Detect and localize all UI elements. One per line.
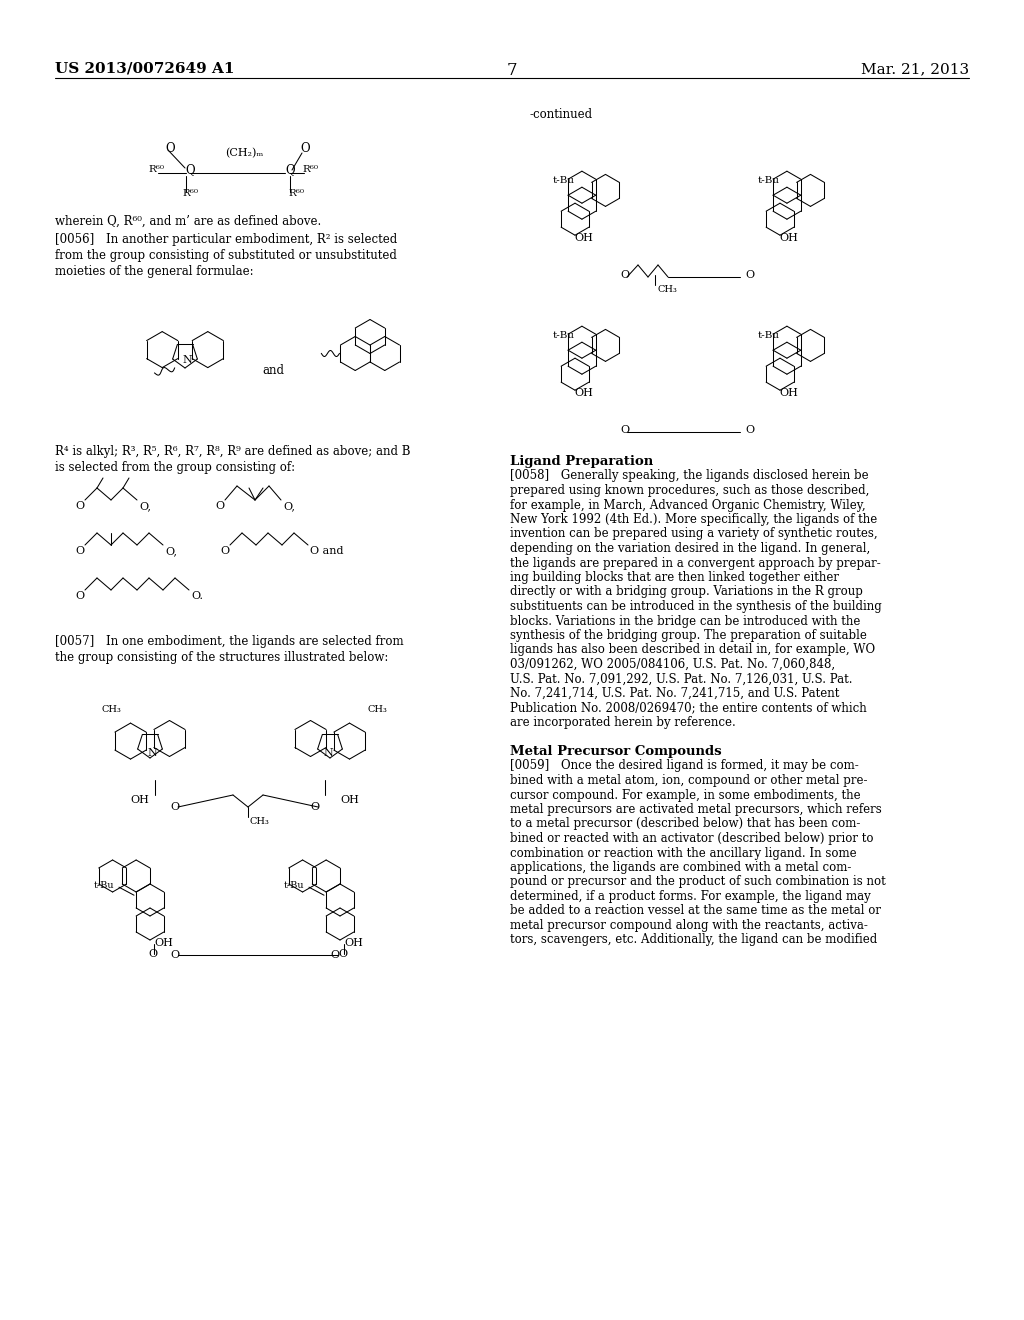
Text: N: N — [147, 748, 157, 758]
Text: Q: Q — [185, 164, 195, 177]
Text: cursor compound. For example, in some embodiments, the: cursor compound. For example, in some em… — [510, 788, 860, 801]
Text: blocks. Variations in the bridge can be introduced with the: blocks. Variations in the bridge can be … — [510, 615, 860, 627]
Text: N: N — [182, 355, 191, 366]
Text: Publication No. 2008/0269470; the entire contents of which: Publication No. 2008/0269470; the entire… — [510, 701, 866, 714]
Text: O,: O, — [165, 546, 177, 556]
Text: [0056] In another particular embodiment, R² is selected: [0056] In another particular embodiment,… — [55, 234, 397, 246]
Text: O: O — [338, 949, 347, 960]
Text: R⁶⁰: R⁶⁰ — [182, 190, 198, 198]
Text: O: O — [215, 502, 224, 511]
Text: U.S. Pat. No. 7,091,292, U.S. Pat. No. 7,126,031, U.S. Pat.: U.S. Pat. No. 7,091,292, U.S. Pat. No. 7… — [510, 672, 853, 685]
Text: O: O — [165, 141, 175, 154]
Text: [0059] Once the desired ligand is formed, it may be com-: [0059] Once the desired ligand is formed… — [510, 759, 859, 772]
Text: O,: O, — [283, 502, 295, 511]
Text: bined or reacted with an activator (described below) prior to: bined or reacted with an activator (desc… — [510, 832, 873, 845]
Text: wherein Q, R⁶⁰, and m’ are as defined above.: wherein Q, R⁶⁰, and m’ are as defined ab… — [55, 215, 322, 228]
Text: O: O — [745, 425, 754, 436]
Text: bined with a metal atom, ion, compound or other metal pre-: bined with a metal atom, ion, compound o… — [510, 774, 867, 787]
Text: O: O — [75, 502, 84, 511]
Text: O.: O. — [191, 591, 203, 601]
Text: is selected from the group consisting of:: is selected from the group consisting of… — [55, 461, 295, 474]
Text: CH₃: CH₃ — [102, 705, 122, 714]
Text: t-Bu: t-Bu — [553, 177, 574, 185]
Text: OH: OH — [779, 388, 798, 399]
Text: the group consisting of the structures illustrated below:: the group consisting of the structures i… — [55, 651, 388, 664]
Text: metal precursor compound along with the reactants, activa-: metal precursor compound along with the … — [510, 919, 868, 932]
Text: [0057] In one embodiment, the ligands are selected from: [0057] In one embodiment, the ligands ar… — [55, 635, 403, 648]
Text: New York 1992 (4th Ed.). More specifically, the ligands of the: New York 1992 (4th Ed.). More specifical… — [510, 513, 878, 525]
Text: O: O — [170, 803, 179, 812]
Text: OH: OH — [130, 795, 148, 805]
Text: are incorporated herein by reference.: are incorporated herein by reference. — [510, 715, 736, 729]
Text: O: O — [148, 949, 158, 960]
Text: t-Bu: t-Bu — [284, 880, 304, 890]
Text: directly or with a bridging group. Variations in the R group: directly or with a bridging group. Varia… — [510, 586, 863, 598]
Text: to a metal precursor (described below) that has been com-: to a metal precursor (described below) t… — [510, 817, 860, 830]
Text: prepared using known procedures, such as those described,: prepared using known procedures, such as… — [510, 484, 869, 498]
Text: tors, scavengers, etc. Additionally, the ligand can be modified: tors, scavengers, etc. Additionally, the… — [510, 933, 878, 946]
Text: and: and — [262, 363, 284, 376]
Text: Q: Q — [285, 164, 295, 177]
Text: synthesis of the bridging group. The preparation of suitable: synthesis of the bridging group. The pre… — [510, 630, 867, 642]
Text: R⁶⁰: R⁶⁰ — [288, 190, 304, 198]
Text: O,: O, — [139, 502, 151, 511]
Text: O: O — [620, 425, 629, 436]
Text: N: N — [324, 748, 333, 758]
Text: Ligand Preparation: Ligand Preparation — [510, 455, 653, 469]
Text: OH: OH — [340, 795, 358, 805]
Text: from the group consisting of substituted or unsubstituted: from the group consisting of substituted… — [55, 249, 397, 261]
Text: substituents can be introduced in the synthesis of the building: substituents can be introduced in the sy… — [510, 601, 882, 612]
Text: R⁶⁰: R⁶⁰ — [148, 165, 164, 174]
Text: t-Bu: t-Bu — [758, 177, 779, 185]
Text: OH: OH — [573, 234, 593, 243]
Text: Metal Precursor Compounds: Metal Precursor Compounds — [510, 744, 722, 758]
Text: the ligands are prepared in a convergent approach by prepar-: the ligands are prepared in a convergent… — [510, 557, 881, 569]
Text: combination or reaction with the ancillary ligand. In some: combination or reaction with the ancilla… — [510, 846, 857, 859]
Text: for example, in March, Advanced Organic Chemistry, Wiley,: for example, in March, Advanced Organic … — [510, 499, 865, 511]
Text: metal precursors are activated metal precursors, which refers: metal precursors are activated metal pre… — [510, 803, 882, 816]
Text: CH₃: CH₃ — [250, 817, 270, 826]
Text: ligands has also been described in detail in, for example, WO: ligands has also been described in detai… — [510, 644, 876, 656]
Text: O: O — [75, 591, 84, 601]
Text: applications, the ligands are combined with a metal com-: applications, the ligands are combined w… — [510, 861, 851, 874]
Text: No. 7,241,714, U.S. Pat. No. 7,241,715, and U.S. Patent: No. 7,241,714, U.S. Pat. No. 7,241,715, … — [510, 686, 840, 700]
Text: O: O — [745, 271, 754, 280]
Text: t-Bu: t-Bu — [553, 331, 574, 341]
Text: Mar. 21, 2013: Mar. 21, 2013 — [861, 62, 969, 77]
Text: t-Bu: t-Bu — [94, 880, 115, 890]
Text: O: O — [75, 546, 84, 556]
Text: O: O — [220, 546, 229, 556]
Text: [0058] Generally speaking, the ligands disclosed herein be: [0058] Generally speaking, the ligands d… — [510, 470, 868, 483]
Text: ing building blocks that are then linked together either: ing building blocks that are then linked… — [510, 572, 839, 583]
Text: OH: OH — [345, 939, 364, 948]
Text: moieties of the general formulae:: moieties of the general formulae: — [55, 265, 254, 279]
Text: -continued: -continued — [530, 108, 593, 121]
Text: CH₃: CH₃ — [368, 705, 388, 714]
Text: OH: OH — [155, 939, 174, 948]
Text: O: O — [300, 141, 309, 154]
Text: OH: OH — [779, 234, 798, 243]
Text: invention can be prepared using a variety of synthetic routes,: invention can be prepared using a variet… — [510, 528, 878, 540]
Text: (CH₂)ₘ: (CH₂)ₘ — [225, 148, 263, 158]
Text: US 2013/0072649 A1: US 2013/0072649 A1 — [55, 62, 234, 77]
Text: t-Bu: t-Bu — [758, 331, 779, 341]
Text: O: O — [310, 803, 319, 812]
Text: pound or precursor and the product of such combination is not: pound or precursor and the product of su… — [510, 875, 886, 888]
Text: 03/091262, WO 2005/084106, U.S. Pat. No. 7,060,848,: 03/091262, WO 2005/084106, U.S. Pat. No.… — [510, 657, 836, 671]
Text: O: O — [330, 950, 339, 960]
Text: determined, if a product forms. For example, the ligand may: determined, if a product forms. For exam… — [510, 890, 870, 903]
Text: 7: 7 — [507, 62, 517, 79]
Text: R⁶⁰: R⁶⁰ — [302, 165, 318, 174]
Text: R⁴ is alkyl; R³, R⁵, R⁶, R⁷, R⁸, R⁹ are defined as above; and B: R⁴ is alkyl; R³, R⁵, R⁶, R⁷, R⁸, R⁹ are … — [55, 445, 411, 458]
Text: O: O — [170, 950, 179, 960]
Text: depending on the variation desired in the ligand. In general,: depending on the variation desired in th… — [510, 543, 870, 554]
Text: be added to a reaction vessel at the same time as the metal or: be added to a reaction vessel at the sam… — [510, 904, 881, 917]
Text: OH: OH — [573, 388, 593, 399]
Text: CH₃: CH₃ — [657, 285, 677, 294]
Text: O and: O and — [310, 546, 343, 556]
Text: O: O — [620, 271, 629, 280]
